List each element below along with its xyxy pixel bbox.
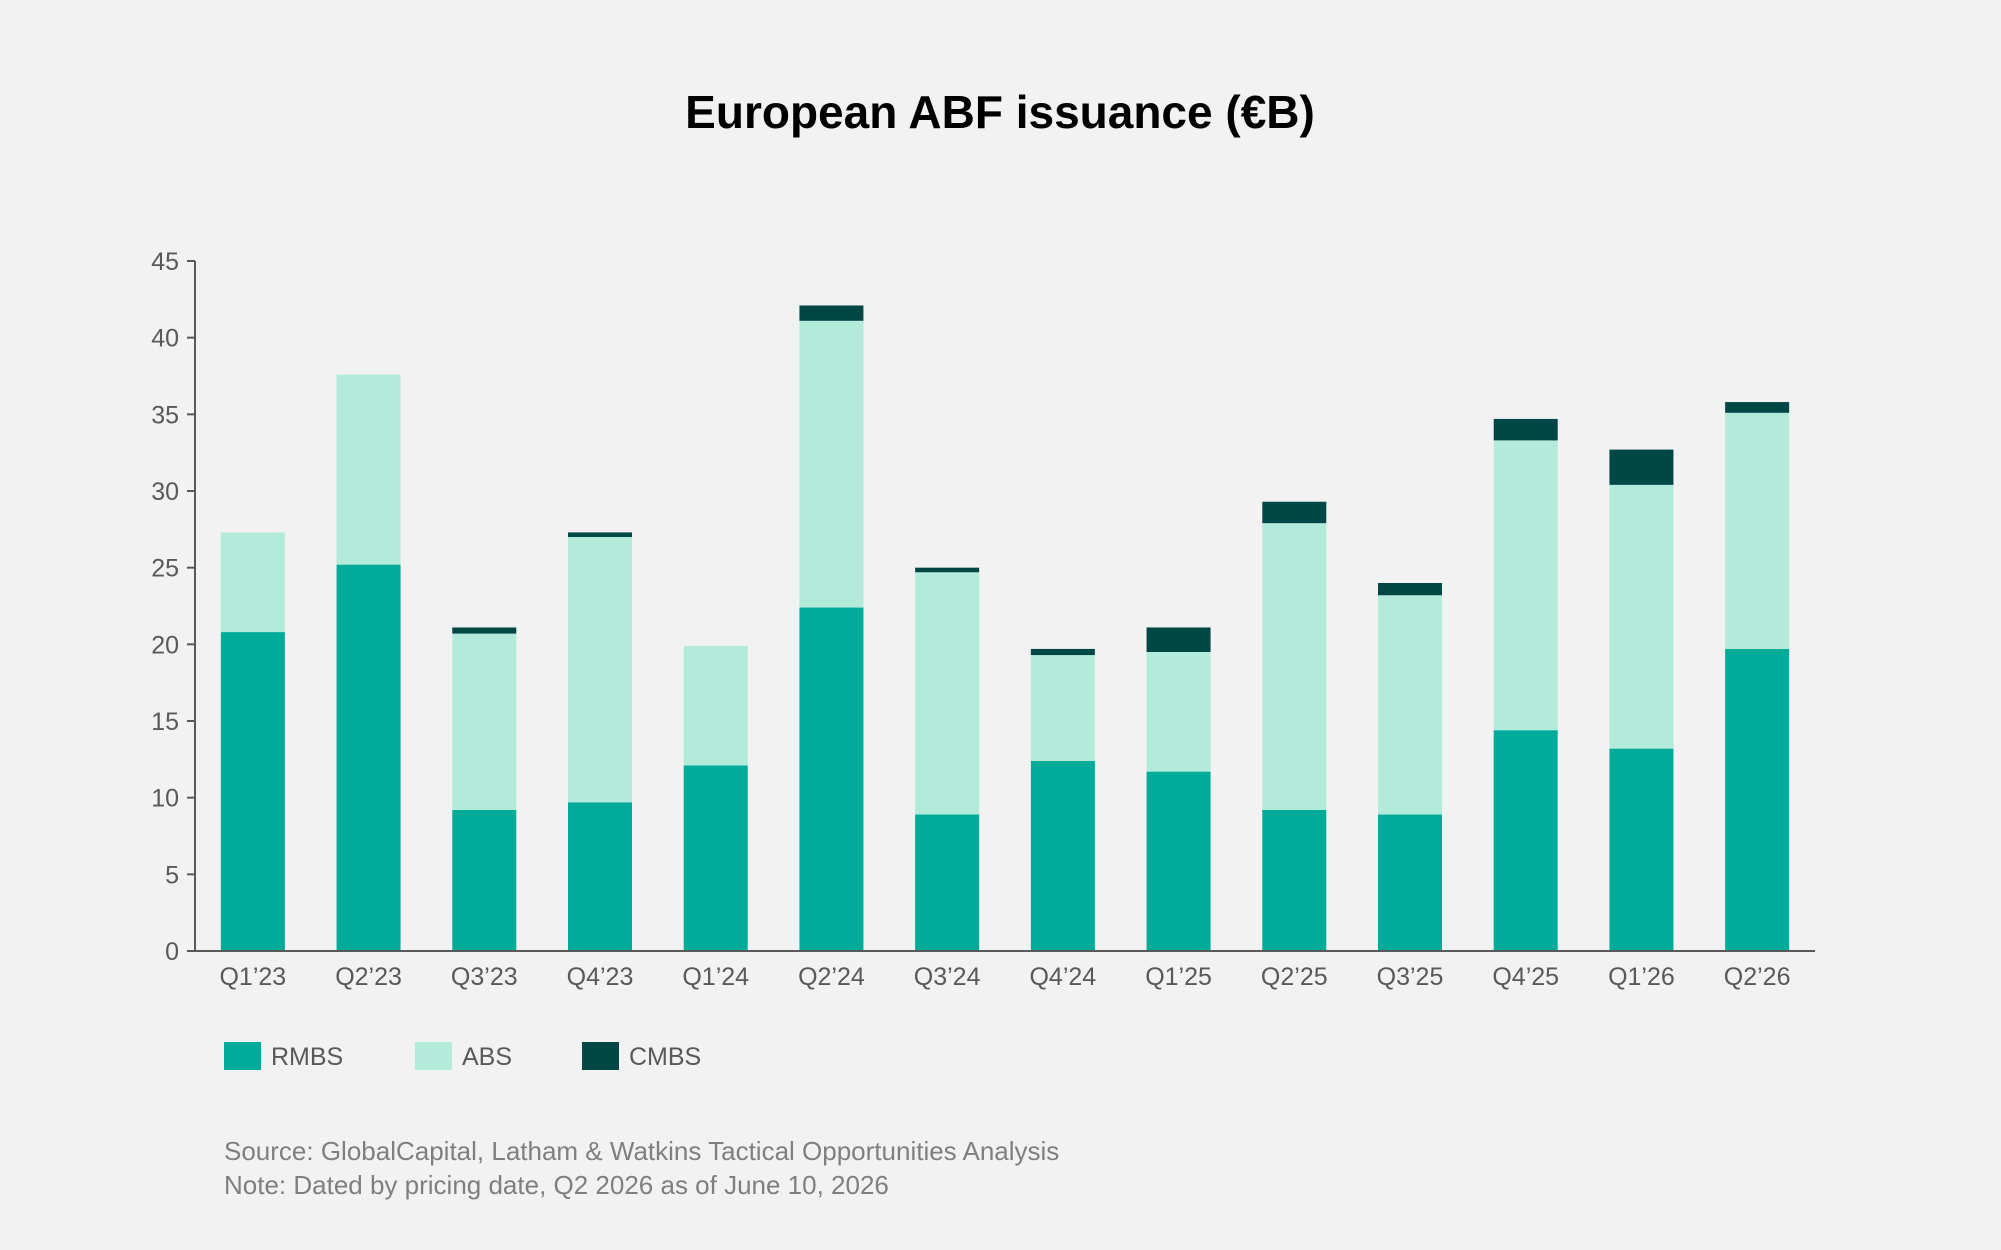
legend-label-rmbs: RMBS	[271, 1043, 343, 1071]
legend-label-abs: ABS	[462, 1043, 512, 1071]
y-tick-label: 0	[165, 938, 179, 966]
bar-cmbs-10	[1378, 583, 1442, 596]
y-tick-label: 45	[151, 248, 179, 276]
bars	[220, 305, 1790, 951]
bar-cmbs-3	[568, 532, 632, 537]
bar-rmbs-0	[220, 632, 285, 951]
bar-abs-9	[1262, 523, 1327, 810]
y-tick-label: 10	[151, 785, 179, 813]
y-tick-label: 5	[165, 861, 179, 889]
x-tick-label: Q4’23	[567, 963, 634, 991]
x-tick-label: Q3’25	[1377, 963, 1444, 991]
legend: RMBS ABS CMBS	[224, 1042, 701, 1071]
y-tick-label: 35	[151, 401, 179, 429]
bar-cmbs-8	[1146, 627, 1211, 652]
x-axis-labels: Q1’23 Q2’23 Q3’23 Q4’23 Q1’24 Q2’24 Q3’24 Q4’24…	[219, 963, 1790, 991]
bar-abs-13	[1725, 412, 1790, 649]
y-tick-label: 25	[151, 555, 179, 583]
bar-abs-2	[452, 633, 517, 810]
y-tick-label: 15	[151, 708, 179, 736]
bar-cmbs-12	[1609, 449, 1674, 485]
bar-rmbs-4	[683, 765, 748, 951]
bar-cmbs-2	[452, 627, 517, 634]
x-tick-label: Q3’24	[914, 963, 981, 991]
bar-abs-3	[568, 537, 632, 803]
y-tick-label: 30	[151, 478, 179, 506]
bar-cmbs-6	[915, 567, 980, 573]
bar-rmbs-6	[915, 814, 980, 951]
source-note: Source: GlobalCapital, Latham & Watkins …	[224, 1136, 1059, 1166]
bar-rmbs-11	[1493, 730, 1558, 951]
y-tick-label: 20	[151, 631, 179, 659]
x-tick-label: Q2’26	[1724, 963, 1791, 991]
x-tick-label: Q1’25	[1145, 963, 1212, 991]
x-tick-label: Q1’23	[219, 963, 286, 991]
y-axis-ticks: 0 5 10 15 20 25 30 35 40 45	[151, 248, 195, 966]
bar-cmbs-5	[799, 305, 864, 321]
legend-swatch-rmbs	[224, 1042, 261, 1070]
bar-rmbs-5	[799, 607, 864, 951]
y-tick-label: 40	[151, 325, 179, 353]
bar-cmbs-9	[1262, 501, 1327, 524]
bar-abs-7	[1030, 655, 1095, 761]
x-tick-label: Q2’25	[1261, 963, 1328, 991]
bar-abs-6	[915, 572, 980, 815]
bar-abs-11	[1493, 440, 1558, 731]
legend-swatch-abs	[415, 1042, 452, 1070]
bar-rmbs-1	[336, 564, 401, 951]
bar-cmbs-11	[1493, 418, 1558, 441]
bar-cmbs-7	[1030, 648, 1095, 656]
bar-rmbs-13	[1725, 648, 1790, 951]
bar-abs-5	[799, 320, 864, 608]
pricing-date-note: Note: Dated by pricing date, Q2 2026 as …	[224, 1170, 889, 1200]
bar-abs-10	[1378, 595, 1442, 815]
bar-abs-1	[336, 374, 401, 565]
x-tick-label: Q2’24	[798, 963, 865, 991]
bar-cmbs-13	[1725, 402, 1790, 413]
bar-rmbs-9	[1262, 809, 1327, 951]
bar-rmbs-12	[1609, 748, 1674, 951]
x-tick-label: Q2’23	[335, 963, 402, 991]
bar-rmbs-7	[1030, 760, 1095, 951]
x-tick-label: Q4’24	[1029, 963, 1096, 991]
chart-title: European ABF issuance (€B)	[685, 86, 1315, 138]
bar-rmbs-2	[452, 809, 517, 951]
bar-rmbs-3	[568, 802, 632, 951]
bar-abs-4	[683, 645, 748, 766]
x-tick-label: Q4’25	[1492, 963, 1559, 991]
bar-rmbs-8	[1146, 771, 1211, 951]
x-tick-label: Q1’26	[1608, 963, 1675, 991]
bar-abs-8	[1146, 652, 1211, 772]
legend-label-cmbs: CMBS	[629, 1043, 701, 1071]
x-tick-label: Q1’24	[682, 963, 749, 991]
x-tick-label: Q3’23	[451, 963, 518, 991]
bar-rmbs-10	[1378, 814, 1442, 951]
bar-abs-0	[220, 532, 285, 633]
legend-swatch-cmbs	[582, 1042, 619, 1070]
bar-abs-12	[1609, 484, 1674, 749]
